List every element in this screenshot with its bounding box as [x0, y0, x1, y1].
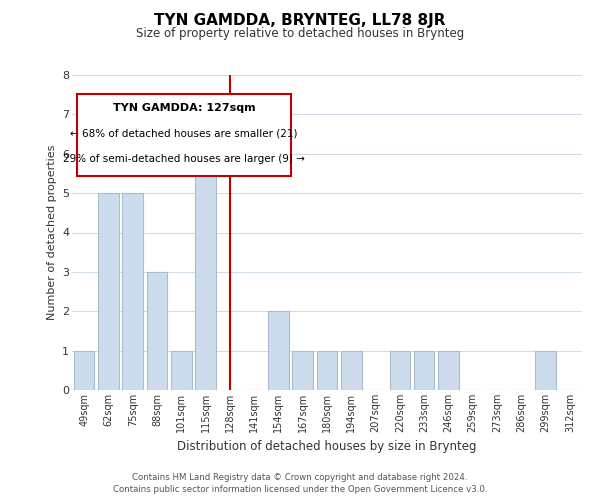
- Bar: [292, 350, 313, 390]
- Bar: [414, 350, 434, 390]
- Y-axis label: Number of detached properties: Number of detached properties: [47, 145, 56, 320]
- Bar: [317, 350, 337, 390]
- Text: Size of property relative to detached houses in Brynteg: Size of property relative to detached ho…: [136, 28, 464, 40]
- Bar: [341, 350, 362, 390]
- Text: TYN GAMDDA: 127sqm: TYN GAMDDA: 127sqm: [113, 104, 256, 114]
- Text: Contains public sector information licensed under the Open Government Licence v3: Contains public sector information licen…: [113, 485, 487, 494]
- Text: TYN GAMDDA, BRYNTEG, LL78 8JR: TYN GAMDDA, BRYNTEG, LL78 8JR: [154, 12, 446, 28]
- X-axis label: Distribution of detached houses by size in Brynteg: Distribution of detached houses by size …: [177, 440, 477, 454]
- Bar: [171, 350, 191, 390]
- Bar: [146, 272, 167, 390]
- Bar: [74, 350, 94, 390]
- Bar: [98, 193, 119, 390]
- Text: 29% of semi-detached houses are larger (9) →: 29% of semi-detached houses are larger (…: [63, 154, 305, 164]
- Bar: [268, 311, 289, 390]
- Bar: [195, 114, 216, 390]
- Bar: [535, 350, 556, 390]
- Bar: [438, 350, 459, 390]
- Text: Contains HM Land Registry data © Crown copyright and database right 2024.: Contains HM Land Registry data © Crown c…: [132, 472, 468, 482]
- Bar: [122, 193, 143, 390]
- Text: ← 68% of detached houses are smaller (21): ← 68% of detached houses are smaller (21…: [70, 128, 298, 138]
- Bar: [389, 350, 410, 390]
- FancyBboxPatch shape: [77, 94, 291, 176]
